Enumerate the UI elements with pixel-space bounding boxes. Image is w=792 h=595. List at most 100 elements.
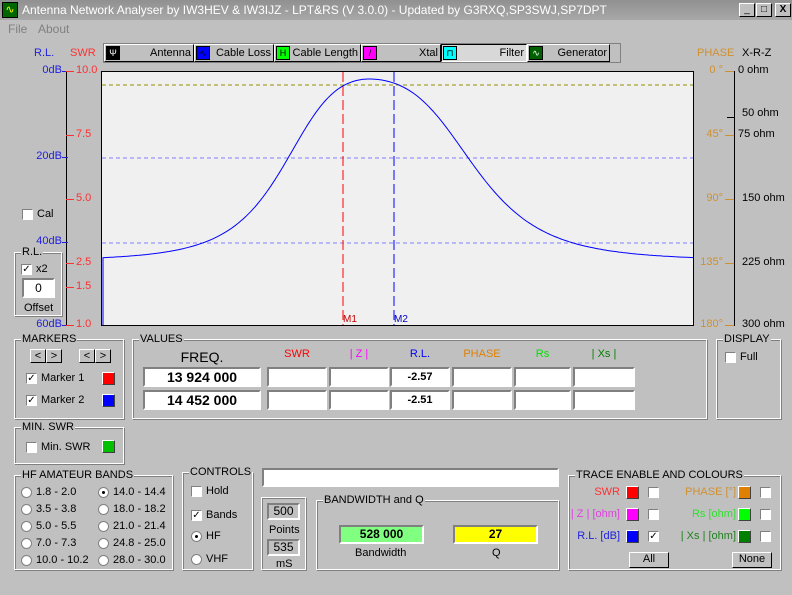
mode-cable-loss-button[interactable]: ∿ Cable Loss [194,44,274,62]
rl-group-title: R.L. [21,246,44,258]
none-button[interactable]: None [732,552,772,568]
axis-tick [66,135,74,136]
marker1-label: Marker 1 [41,372,85,384]
min-swr-checkbox[interactable]: Min. SWR [26,441,91,453]
swr-tick-label: 10.0 [76,64,98,76]
band-radio[interactable]: 28.0 - 30.0 [98,554,166,566]
band-radio-dot[interactable] [98,503,109,515]
trace-enable-checkbox[interactable] [648,487,659,498]
axis-tick [66,199,74,200]
band-label: 10.0 - 10.2 [36,554,89,566]
band-radio[interactable]: 14.0 - 14.4 [98,486,166,498]
min-swr-color-button[interactable] [102,440,115,453]
trace-enable-checkbox[interactable] [760,509,771,520]
bands-check[interactable]: ✓ [191,509,202,521]
mode-xtal-button[interactable]: / Xtal [361,44,441,62]
mode-generator-button[interactable]: ∿ Generator [527,44,610,62]
values-header: Rs [535,348,550,360]
axis-tick [62,325,68,326]
marker2-next-button[interactable]: > [95,349,111,363]
menu-file[interactable]: File [8,22,28,36]
trace-color-button[interactable] [738,508,751,521]
trace-color-button[interactable] [738,486,751,499]
band-radio-dot[interactable] [98,520,109,532]
trace-color-button[interactable] [626,530,639,543]
filter-icon: ⊓ [443,46,457,60]
band-radio[interactable]: 24.8 - 25.0 [98,537,166,549]
band-radio[interactable]: 5.0 - 5.5 [21,520,76,532]
value-cell [514,390,571,410]
hold-checkbox[interactable]: Hold [191,485,229,497]
marker1-check[interactable]: ✓ [26,372,37,384]
trace-enable-checkbox[interactable] [760,531,771,542]
close-button[interactable]: X [775,3,791,17]
rl-tick-label: 60dB [36,318,62,330]
display-title: DISPLAY [723,333,771,345]
points-value: 500 [267,503,300,520]
band-radio[interactable]: 1.8 - 2.0 [21,486,76,498]
maximize-button[interactable]: □ [756,3,772,17]
trace-group: TRACE ENABLE AND COLOURS SWR | Z | [ohm] R… [568,469,781,570]
x2-checkbox[interactable]: ✓ x2 [21,263,48,275]
cal-check[interactable] [22,208,33,220]
values-title: VALUES [139,333,184,345]
full-checkbox[interactable]: Full [725,351,758,363]
plot-svg: M1 M2 [102,72,694,325]
marker2-check[interactable]: ✓ [26,394,37,406]
value-cell: -2.51 [390,390,450,410]
trace-color-button[interactable] [626,486,639,499]
marker1-next-button[interactable]: > [46,349,62,363]
band-radio-dot[interactable] [21,520,32,532]
trace-enable-checkbox[interactable] [648,509,659,520]
marker1-prev-button[interactable]: < [30,349,46,363]
mode-filter-button[interactable]: ⊓ Filter [441,44,527,62]
hf-radio[interactable]: HF [191,530,221,542]
marker2-checkbox[interactable]: ✓ Marker 2 [26,394,84,406]
cal-checkbox[interactable]: Cal [22,208,54,220]
band-radio-dot[interactable] [21,503,32,515]
value-cell [514,367,571,387]
minimize-button[interactable]: _ [739,3,755,17]
band-radio-dot[interactable] [21,554,32,566]
marker1-color-button[interactable] [102,372,115,385]
offset-label: Offset [24,302,54,314]
band-radio[interactable]: 3.5 - 3.8 [21,503,76,515]
band-radio-dot[interactable] [21,486,32,498]
mode-label: Cable Loss [215,47,271,59]
x2-check[interactable]: ✓ [21,263,32,275]
band-radio[interactable]: 10.0 - 10.2 [21,554,89,566]
hf-radio-dot[interactable] [191,530,202,542]
marker1-checkbox[interactable]: ✓ Marker 1 [26,372,84,384]
band-radio-dot[interactable] [21,537,32,549]
trace-enable-checkbox[interactable]: ✓ [648,531,659,542]
phase-tick-label: 135° [700,256,723,268]
vhf-radio-dot[interactable] [191,553,202,565]
plot-area: M1 M2 [101,71,694,326]
hold-check[interactable] [191,485,202,497]
band-radio-dot[interactable] [98,554,109,566]
marker2-color-button[interactable] [102,394,115,407]
ohm-tick-label: 0 ohm [738,64,769,76]
full-check[interactable] [725,351,736,363]
bands-checkbox[interactable]: ✓ Bands [191,509,237,521]
band-radio[interactable]: 21.0 - 21.4 [98,520,166,532]
vhf-radio[interactable]: VHF [191,553,228,565]
ohm-tick-label: 300 ohm [742,318,785,330]
menu-about[interactable]: About [38,22,70,36]
marker2-prev-button[interactable]: < [79,349,95,363]
band-radio[interactable]: 18.0 - 18.2 [98,503,166,515]
band-radio-dot[interactable] [98,486,109,498]
mode-antenna-button[interactable]: Ψ Antenna [104,44,194,62]
axis-tick [62,157,68,158]
min-swr-check[interactable] [26,441,37,453]
band-radio-dot[interactable] [98,537,109,549]
swr-tick-label: 1.0 [76,318,92,330]
trace-color-button[interactable] [738,530,751,543]
band-radio[interactable]: 7.0 - 7.3 [21,537,76,549]
trace-enable-checkbox[interactable] [760,487,771,498]
all-button[interactable]: All [629,552,669,568]
offset-input[interactable]: 0 [22,278,55,298]
trace-color-button[interactable] [626,508,639,521]
trace-label: | Z | [ohm] [570,508,620,520]
mode-cable-length-button[interactable]: H Cable Length [274,44,361,62]
